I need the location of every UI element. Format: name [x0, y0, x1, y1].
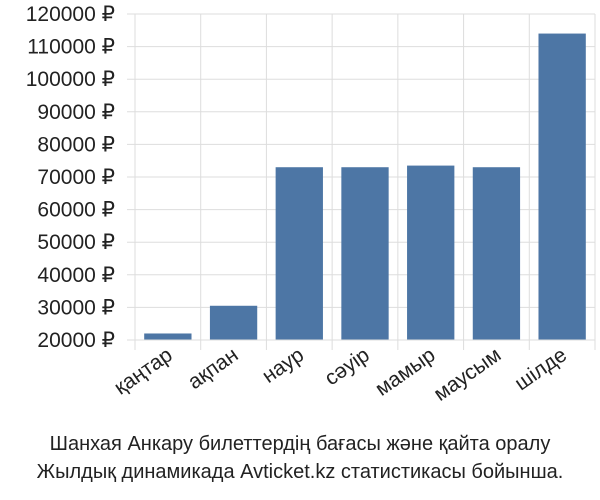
bar	[209, 305, 258, 340]
y-tick-label: 50000 ₽	[37, 231, 115, 254]
bar	[472, 167, 521, 340]
bar	[407, 165, 455, 340]
y-tick-label: 80000 ₽	[37, 133, 115, 156]
y-tick-label: 20000 ₽	[37, 329, 115, 352]
y-tick-label: 100000 ₽	[26, 68, 115, 91]
bar-chart: 20000 ₽ 30000 ₽ 40000 ₽ 50000 ₽ 60000 ₽ 70000…	[26, 3, 596, 406]
y-tick-label: 120000 ₽	[26, 3, 115, 26]
y-tick-label: 60000 ₽	[37, 199, 115, 222]
bars	[144, 33, 586, 341]
caption-line-2: Жылдық динамикада Avticket.kz статистика…	[36, 461, 564, 483]
x-tick-label: мамыр	[371, 343, 439, 400]
bar	[144, 333, 192, 340]
y-tick-label: 70000 ₽	[37, 166, 115, 189]
x-tick-label: ақпан	[184, 343, 243, 394]
x-tick-label: қаңтар	[110, 343, 177, 399]
y-tick-label: 90000 ₽	[37, 101, 115, 124]
bar	[538, 33, 586, 341]
y-tick-label: 110000 ₽	[27, 36, 115, 59]
x-tick-label: шілде	[511, 343, 571, 395]
bar	[341, 167, 389, 340]
x-tick-label: сәуір	[321, 343, 374, 390]
y-axis: 20000 ₽ 30000 ₽ 40000 ₽ 50000 ₽ 60000 ₽ 70000…	[26, 3, 115, 352]
caption-line-1: Шанхая Анкару билеттердің бағасы және қа…	[49, 433, 551, 455]
y-tick-label: 30000 ₽	[37, 296, 115, 319]
y-tick-label: 40000 ₽	[37, 264, 115, 287]
x-tick-label: маусым	[430, 343, 506, 406]
bar	[275, 167, 323, 340]
x-tick-label: наур	[258, 343, 308, 388]
